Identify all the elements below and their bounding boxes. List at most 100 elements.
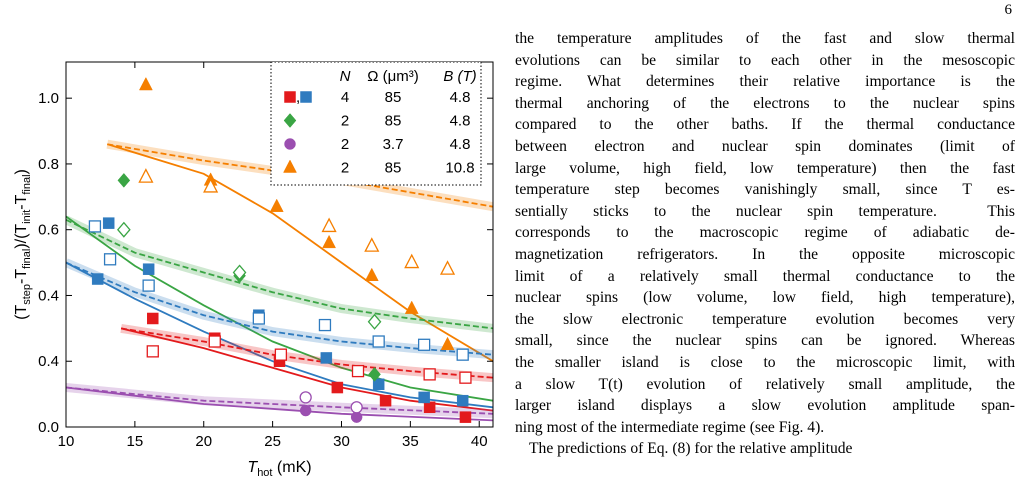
square-marker: [103, 253, 117, 266]
legend-cell: 2: [341, 160, 349, 177]
text-line: small, since the nuclear spins can be ig…: [515, 332, 1015, 350]
text-line: thermal anchoring of the electrons to th…: [515, 94, 1015, 112]
circle-marker: [299, 404, 312, 417]
square-marker: [102, 217, 115, 229]
triangle-marker: [404, 300, 419, 314]
legend-cell: 85: [385, 89, 402, 106]
y-tick-label: 0.0: [38, 419, 59, 436]
y-label-part: -T: [13, 194, 30, 209]
text-line: evolutions can be similar to each other …: [515, 51, 1015, 69]
dashed-curve: [66, 218, 493, 330]
square-marker: [456, 394, 469, 407]
text-line: temperature step becomes vanishingly sma…: [515, 181, 1015, 199]
diamond-marker: [117, 172, 131, 188]
x-tick-label: 35: [402, 433, 419, 450]
square-marker: [91, 273, 104, 285]
triangle-marker: [203, 178, 219, 193]
legend-cell: 4: [341, 89, 349, 106]
solid-curve: [66, 386, 493, 422]
legend-cell: 2: [341, 136, 349, 153]
text-line: a slow T(t) evolution of relatively smal…: [515, 375, 1015, 393]
solid-curve: [66, 215, 493, 402]
legend-separator: ,: [296, 89, 300, 106]
legend-cell: 85: [385, 113, 402, 130]
text-line: limit of a relatively small thermal cond…: [515, 267, 1015, 285]
triangle-marker: [138, 76, 153, 91]
triangle-marker: [283, 159, 297, 173]
circle-marker: [350, 401, 363, 414]
y-label-part: )/(T: [13, 224, 30, 249]
text-line: between electron and nuclear spin domina…: [515, 137, 1015, 155]
legend-cell: 2: [341, 113, 349, 130]
curve-band: [66, 215, 493, 333]
y-label-part: init: [21, 210, 33, 224]
diamond-marker: [232, 264, 247, 281]
text-line: the smaller island is close to the micro…: [515, 353, 1015, 371]
triangle-marker: [404, 253, 420, 269]
text-line: corresponds to the macroscopic regime of…: [515, 224, 1015, 242]
legend-cell: 4.8: [450, 113, 471, 130]
x-tick-label: 25: [264, 433, 281, 450]
square-marker: [252, 312, 265, 325]
circle-marker: [299, 391, 312, 404]
text-line: ning most of the intermediate regime (se…: [515, 418, 825, 436]
square-marker: [418, 391, 430, 404]
legend: N Ω (μm³) B (T), 4 85 4.8 2 85 4.8 2 3.7 4.8 2 85 10.8: [270, 61, 482, 186]
text-line: the temperature amplitudes of the fast a…: [515, 30, 1015, 47]
legend-cell: 10.8: [445, 160, 474, 177]
y-tick-label: 0.6: [38, 222, 59, 239]
triangle-marker: [439, 260, 456, 275]
y-label-part: (T: [13, 305, 30, 320]
square-marker: [456, 348, 469, 361]
x-tick-label: 10: [58, 433, 75, 450]
x-label-part: (mK): [272, 459, 311, 476]
legend-cell: 3.7: [383, 136, 404, 153]
square-marker: [423, 401, 436, 414]
square-marker: [146, 345, 159, 358]
square-marker: [459, 411, 472, 423]
page-number: 6: [1004, 2, 1013, 18]
x-tick-label: 15: [127, 433, 144, 450]
triangle-marker: [321, 217, 337, 233]
x-tick-label: 20: [195, 433, 212, 450]
text-line: compared to the other baths. If the ther…: [515, 116, 1015, 134]
y-label-part: step: [21, 284, 33, 305]
y-label-part: final: [21, 249, 33, 269]
square-marker: [208, 335, 221, 348]
solid-curve: [66, 261, 493, 409]
triangle-marker: [364, 267, 379, 281]
x-label-part: T: [247, 459, 258, 476]
y-tick-label: 0.4: [38, 353, 59, 370]
square-marker: [351, 364, 365, 378]
square-marker: [372, 335, 385, 348]
x-label-part: hot: [257, 467, 272, 479]
circle-marker: [284, 138, 296, 150]
y-tick-label: 0.4: [38, 287, 59, 304]
text-line: magnetization refrigerators. In the oppo…: [515, 245, 1015, 263]
x-tick-label: 40: [471, 433, 488, 450]
square-marker: [284, 91, 296, 103]
square-marker: [147, 312, 159, 325]
dashed-curve: [66, 386, 493, 415]
legend-header: Ω (μm³): [367, 68, 419, 85]
text-line: larger island displays a slow evolution …: [515, 397, 1015, 415]
legend-cell: 85: [385, 160, 402, 177]
text-line: nuclear spins (low volume, low field, hi…: [515, 289, 1015, 307]
x-axis-label: Thot (mK): [247, 459, 311, 479]
y-tick-label: 0.8: [38, 156, 59, 173]
text-line: large volume, high field, low temperatur…: [515, 159, 1015, 177]
y-tick-label: 1.0: [38, 90, 59, 107]
legend-header: B (T): [443, 68, 476, 85]
square-marker: [423, 368, 436, 381]
square-marker: [318, 318, 332, 332]
square-marker: [459, 371, 472, 384]
text-line: regime. What determines their relative i…: [515, 73, 1015, 91]
text-line: The predictions of Eq. (8) for the relat…: [529, 440, 853, 458]
square-marker: [372, 378, 385, 391]
text-column: the temperature amplitudes of the fast a…: [515, 28, 1015, 460]
y-axis-label: (Tstep-Tfinal)/(Tinit-Tfinal): [13, 169, 33, 320]
square-marker: [320, 352, 333, 364]
square-marker: [142, 263, 155, 275]
dashed-curve: [66, 261, 493, 356]
